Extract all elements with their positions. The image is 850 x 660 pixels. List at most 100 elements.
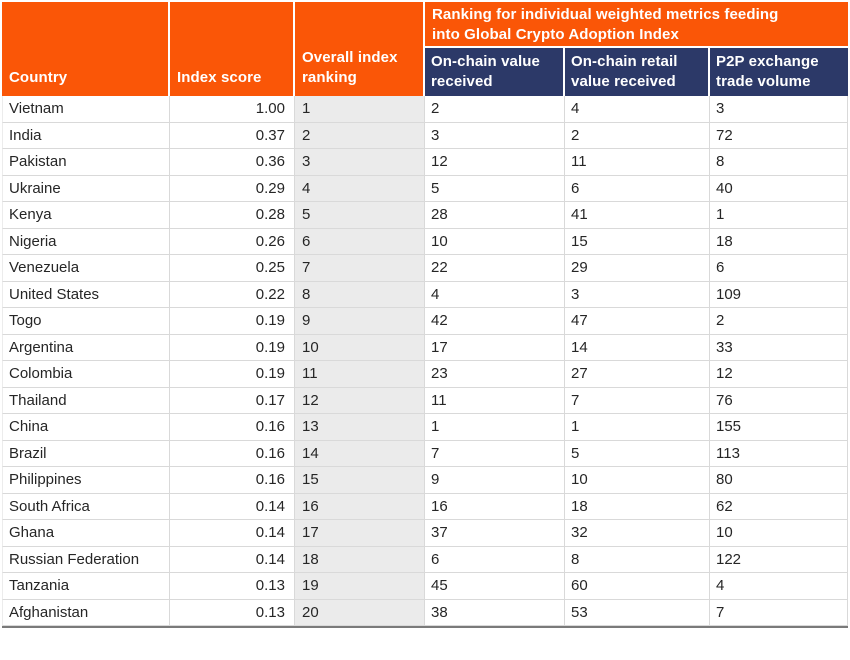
column-header-overall-ranking: Overall index ranking [295,2,425,96]
cell-p2p-volume: 18 [710,228,849,255]
cell-country: Tanzania [2,573,170,600]
cell-index-score: 0.14 [170,493,295,520]
cell-on-chain-value: 37 [425,520,565,547]
cell-country: Colombia [2,361,170,388]
cell-p2p-volume: 40 [710,175,849,202]
cell-index-score: 1.00 [170,96,295,123]
cell-on-chain-value: 42 [425,308,565,335]
cell-on-chain-value: 5 [425,175,565,202]
cell-overall-ranking: 18 [295,546,425,573]
table-row: Russian Federation 0.14 18 6 8 122 [2,546,849,573]
cell-on-chain-value: 16 [425,493,565,520]
cell-country: Venezuela [2,255,170,282]
cell-overall-ranking: 16 [295,493,425,520]
cell-p2p-volume: 12 [710,361,849,388]
cell-on-chain-value: 10 [425,228,565,255]
cell-on-chain-value: 2 [425,96,565,123]
cell-index-score: 0.13 [170,573,295,600]
cell-index-score: 0.14 [170,520,295,547]
cell-on-chain-retail: 60 [565,573,710,600]
cell-index-score: 0.22 [170,281,295,308]
cell-on-chain-value: 6 [425,546,565,573]
cell-on-chain-retail: 3 [565,281,710,308]
cell-overall-ranking: 7 [295,255,425,282]
cell-on-chain-value: 23 [425,361,565,388]
cell-on-chain-retail: 41 [565,202,710,229]
cell-on-chain-value: 17 [425,334,565,361]
table-row: India 0.37 2 3 2 72 [2,122,849,149]
cell-on-chain-value: 28 [425,202,565,229]
table-row: South Africa 0.14 16 16 18 62 [2,493,849,520]
cell-on-chain-retail: 6 [565,175,710,202]
cell-p2p-volume: 113 [710,440,849,467]
table-row: Vietnam 1.00 1 2 4 3 [2,96,849,123]
cell-index-score: 0.17 [170,387,295,414]
table-row: Colombia 0.19 11 23 27 12 [2,361,849,388]
cell-overall-ranking: 9 [295,308,425,335]
cell-index-score: 0.26 [170,228,295,255]
cell-p2p-volume: 1 [710,202,849,229]
cell-on-chain-retail: 7 [565,387,710,414]
cell-p2p-volume: 72 [710,122,849,149]
cell-overall-ranking: 4 [295,175,425,202]
column-header-p2p-volume: P2P exchange trade volume [710,48,849,96]
cell-index-score: 0.13 [170,599,295,626]
cell-overall-ranking: 8 [295,281,425,308]
cell-country: South Africa [2,493,170,520]
cell-on-chain-value: 9 [425,467,565,494]
cell-on-chain-retail: 14 [565,334,710,361]
table-row: Venezuela 0.25 7 22 29 6 [2,255,849,282]
table-row: United States 0.22 8 4 3 109 [2,281,849,308]
table-row: China 0.16 13 1 1 155 [2,414,849,441]
cell-index-score: 0.16 [170,467,295,494]
cell-on-chain-retail: 2 [565,122,710,149]
column-header-on-chain-retail: On-chain retail value received [565,48,710,96]
cell-country: Thailand [2,387,170,414]
cell-country: Ukraine [2,175,170,202]
cell-country: Argentina [2,334,170,361]
cell-on-chain-value: 3 [425,122,565,149]
cell-p2p-volume: 76 [710,387,849,414]
cell-index-score: 0.19 [170,334,295,361]
cell-p2p-volume: 33 [710,334,849,361]
cell-country: Ghana [2,520,170,547]
cell-on-chain-retail: 29 [565,255,710,282]
cell-p2p-volume: 80 [710,467,849,494]
table-row: Afghanistan 0.13 20 38 53 7 [2,599,849,626]
cell-on-chain-retail: 10 [565,467,710,494]
cell-overall-ranking: 3 [295,149,425,176]
cell-country: Kenya [2,202,170,229]
cell-on-chain-value: 38 [425,599,565,626]
cell-p2p-volume: 155 [710,414,849,441]
cell-p2p-volume: 122 [710,546,849,573]
cell-overall-ranking: 1 [295,96,425,123]
column-header-country: Country [2,2,170,96]
cell-overall-ranking: 20 [295,599,425,626]
table-row: Ukraine 0.29 4 5 6 40 [2,175,849,202]
cell-on-chain-retail: 5 [565,440,710,467]
cell-index-score: 0.14 [170,546,295,573]
cell-on-chain-value: 4 [425,281,565,308]
cell-on-chain-value: 45 [425,573,565,600]
table-row: Philippines 0.16 15 9 10 80 [2,467,849,494]
cell-overall-ranking: 15 [295,467,425,494]
cell-overall-ranking: 13 [295,414,425,441]
cell-country: Philippines [2,467,170,494]
cell-index-score: 0.28 [170,202,295,229]
cell-p2p-volume: 3 [710,96,849,123]
cell-on-chain-retail: 53 [565,599,710,626]
table-row: Pakistan 0.36 3 12 11 8 [2,149,849,176]
cell-overall-ranking: 17 [295,520,425,547]
cell-p2p-volume: 6 [710,255,849,282]
cell-p2p-volume: 8 [710,149,849,176]
cell-index-score: 0.16 [170,414,295,441]
table-row: Ghana 0.14 17 37 32 10 [2,520,849,547]
column-header-on-chain-value: On-chain value received [425,48,565,96]
cell-on-chain-retail: 8 [565,546,710,573]
cell-index-score: 0.25 [170,255,295,282]
cell-index-score: 0.19 [170,308,295,335]
cell-on-chain-value: 7 [425,440,565,467]
cell-p2p-volume: 10 [710,520,849,547]
table-header: Country Index score Overall index rankin… [2,2,849,96]
table-row: Tanzania 0.13 19 45 60 4 [2,573,849,600]
